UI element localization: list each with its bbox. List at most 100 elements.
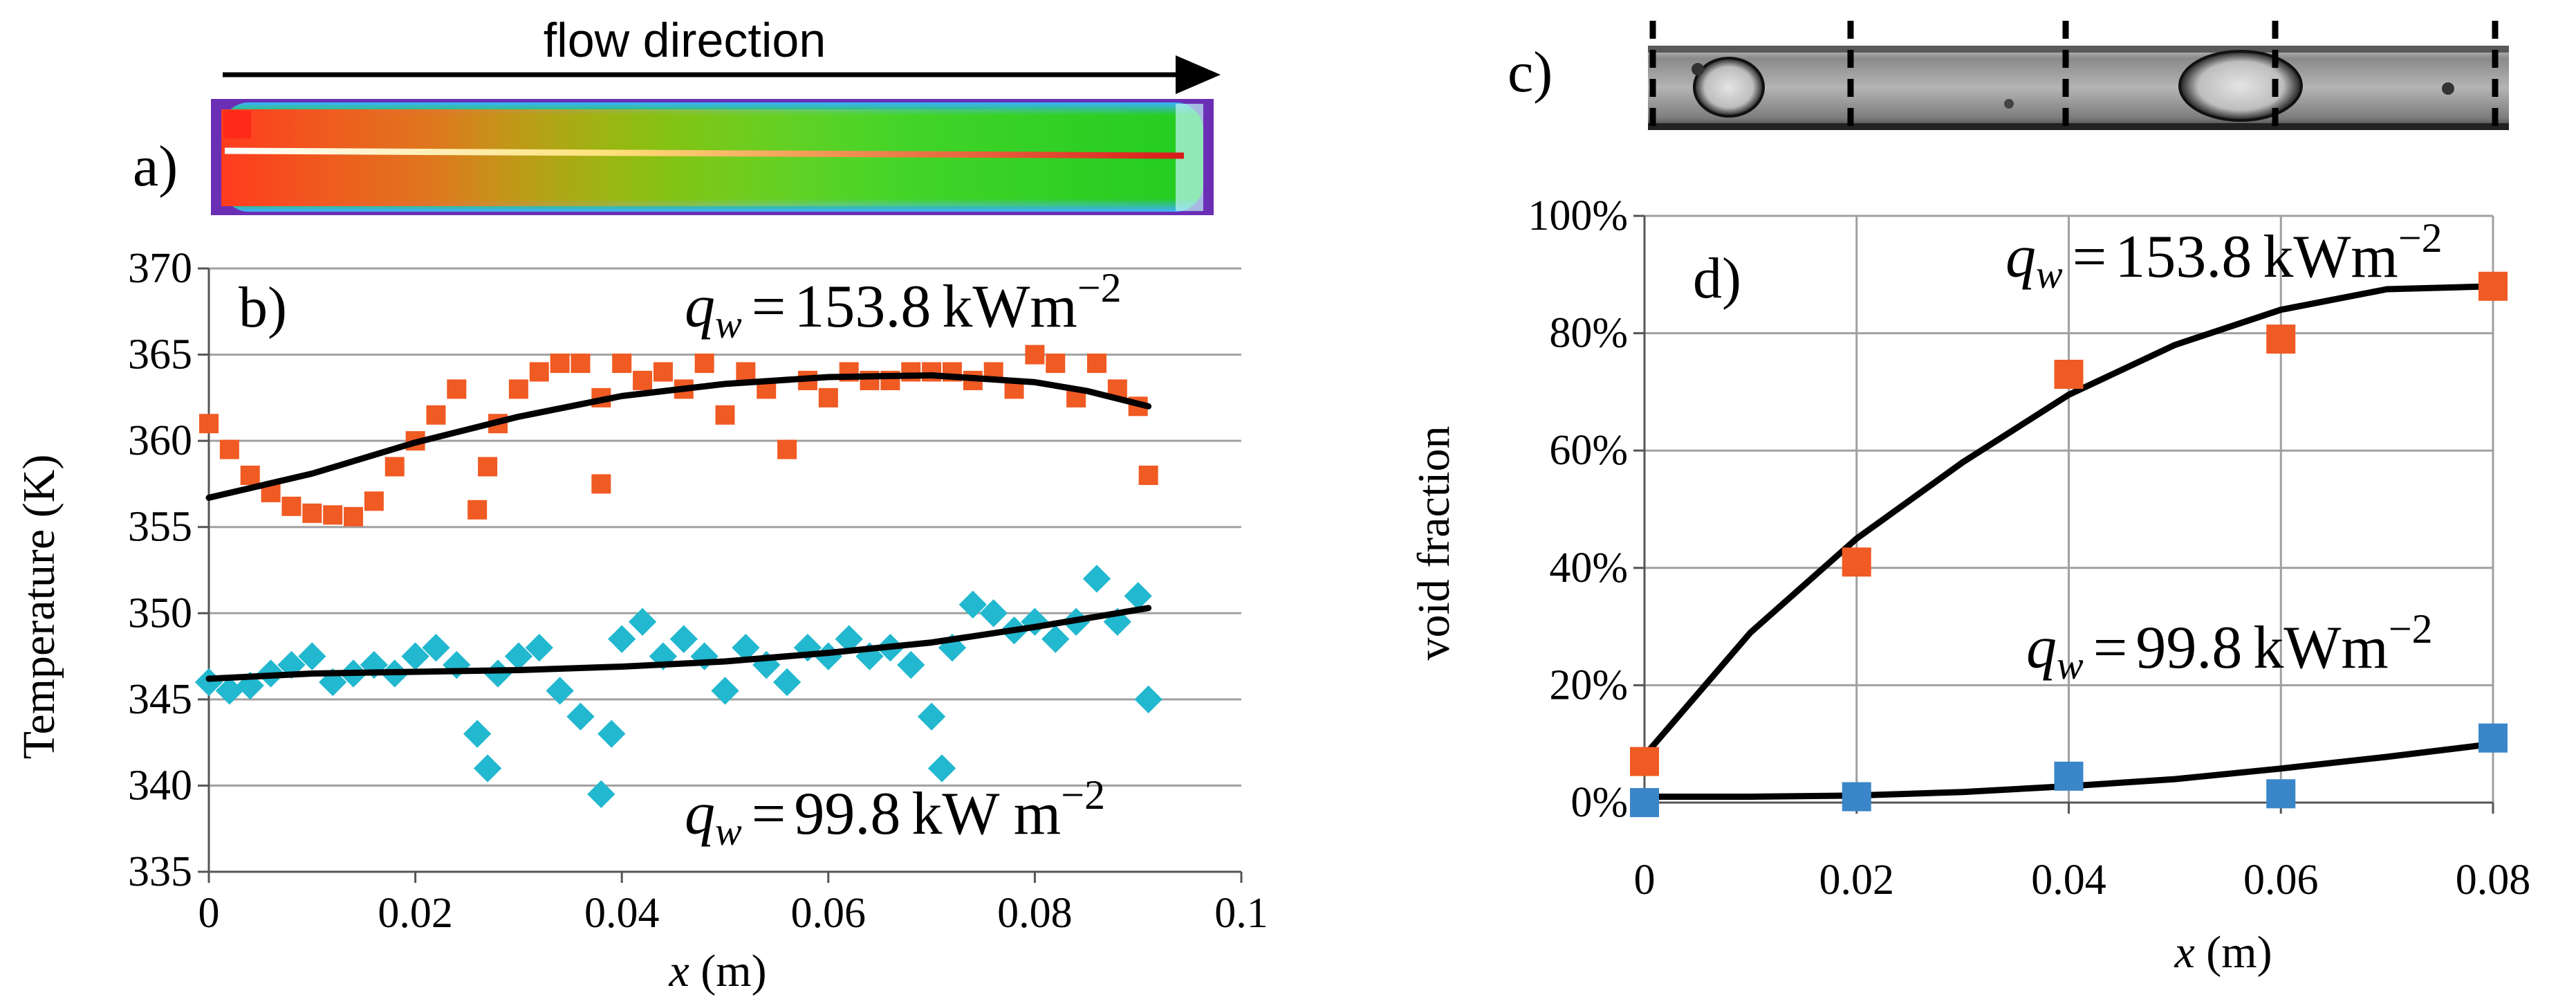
data-point-low <box>958 590 987 619</box>
panel-c: c) <box>1508 21 2509 135</box>
chart-b-series-low <box>194 565 1162 809</box>
panel-a-letter: a) <box>133 134 178 199</box>
y-tick-label: 80% <box>1549 310 1628 357</box>
y-tick-label: 345 <box>128 676 192 723</box>
x-tick-label: 0.06 <box>791 890 867 937</box>
data-point-low <box>463 720 492 748</box>
chart-b-axes <box>207 268 1241 873</box>
data-point-low <box>422 633 450 662</box>
data-point-low <box>277 650 306 679</box>
data-point-high <box>302 503 322 523</box>
data-point-low <box>587 780 615 809</box>
y-tick-label: 0% <box>1570 779 1628 826</box>
data-point-high <box>1630 747 1659 776</box>
data-point-low <box>1103 607 1131 636</box>
data-point-high <box>199 414 219 434</box>
chart-b-xlabel: x (m) <box>668 946 766 996</box>
chart-d-annotation-low: qw = 99.8 kWm−2 <box>2026 606 2433 688</box>
data-point-high <box>478 457 498 477</box>
data-point-high <box>1025 345 1045 365</box>
data-point-high <box>777 439 797 459</box>
data-point-low <box>1630 788 1659 817</box>
data-point-high <box>612 354 632 374</box>
data-point-high <box>447 379 467 399</box>
data-point-low <box>732 633 760 662</box>
data-point-low <box>835 625 863 653</box>
data-point-low <box>711 677 739 705</box>
data-point-low <box>2054 761 2084 791</box>
chart-d-x-ticks: 0 0.02 0.04 0.06 0.08 <box>1634 803 2531 904</box>
fit-curve-low <box>205 605 1152 682</box>
data-point-high <box>364 491 384 511</box>
y-tick-label: 40% <box>1549 545 1628 592</box>
data-point-low <box>597 720 626 748</box>
data-point-high <box>1086 354 1106 374</box>
chart-b-y-ticks: 335 340 345 350 355 360 365 370 <box>128 245 209 895</box>
y-tick-label: 370 <box>128 245 192 292</box>
chart-d-xlabel: x (m) <box>2174 927 2272 978</box>
panel-a: flow direction a) <box>133 13 1221 215</box>
x-tick-label: 0.08 <box>997 890 1073 937</box>
data-point-high <box>508 379 528 399</box>
data-point-high <box>426 405 446 425</box>
chart-d-series-high <box>1630 271 2508 776</box>
chart-d-series-low <box>1630 723 2508 817</box>
data-point-high <box>2266 324 2296 354</box>
data-point-low <box>194 668 223 697</box>
data-point-low <box>979 599 1008 628</box>
data-point-high <box>1138 465 1158 485</box>
x-tick-label: 0.02 <box>1819 857 1895 904</box>
vapor-bubble-elongated <box>2178 50 2303 122</box>
y-tick-label: 60% <box>1549 427 1628 474</box>
fit-curve-high <box>205 372 1152 501</box>
chart-d-ylabel: void fraction <box>1409 426 1459 660</box>
data-point-high <box>344 506 364 527</box>
data-point-low <box>1124 582 1152 610</box>
data-point-low <box>855 642 884 670</box>
fit-curve-high <box>1641 283 2496 759</box>
x-tick-label: 0.04 <box>584 890 660 937</box>
x-tick-label: 0.08 <box>2456 857 2531 904</box>
chart-d-panel-letter: d) <box>1693 246 1741 311</box>
data-point-high <box>281 496 302 516</box>
chart-b-ylabel: Temperature (K) <box>14 455 64 760</box>
data-point-low <box>1842 782 1871 812</box>
chart-b-gridlines <box>209 267 1241 787</box>
chart-temperature: b) Temperature (K) x (m) 335 340 345 350 355… <box>14 245 1268 996</box>
data-point-high <box>467 500 488 520</box>
data-point-low <box>1134 685 1162 714</box>
data-point-low <box>608 625 636 653</box>
data-point-low <box>917 702 946 731</box>
data-point-low <box>443 650 471 679</box>
y-tick-label: 350 <box>128 589 192 637</box>
data-point-high <box>529 362 549 382</box>
data-point-low <box>628 607 657 636</box>
data-point-high <box>219 439 239 459</box>
chart-d-gridlines <box>1644 214 2494 803</box>
data-point-low <box>473 754 502 783</box>
data-point-high <box>323 505 343 525</box>
x-tick-label: 0 <box>1634 857 1656 904</box>
data-point-high <box>571 354 591 374</box>
chart-b-series-high <box>199 345 1158 527</box>
data-point-low <box>1041 625 1070 653</box>
chart-b-x-ticks: 0 0.02 0.04 0.06 0.08 0.1 <box>198 872 1268 937</box>
y-tick-label: 335 <box>128 848 192 895</box>
data-point-low <box>772 668 801 697</box>
data-point-low <box>2266 779 2296 809</box>
x-tick-label: 0 <box>198 890 220 937</box>
flow-direction-arrowhead <box>1176 55 1221 94</box>
data-point-high <box>818 387 838 408</box>
data-point-high <box>550 354 570 374</box>
data-point-low <box>927 754 956 783</box>
data-point-low <box>1082 565 1111 593</box>
data-point-high <box>240 465 260 485</box>
x-tick-label: 0.04 <box>2031 857 2106 904</box>
x-tick-label: 0.1 <box>1214 890 1268 937</box>
data-point-high <box>2478 271 2508 301</box>
data-point-low <box>546 677 574 705</box>
y-tick-label: 365 <box>128 331 192 378</box>
chart-b-fits <box>205 372 1152 682</box>
chart-d-y-ticks: 0% 20% 40% 60% 80% 100% <box>1528 192 1644 826</box>
